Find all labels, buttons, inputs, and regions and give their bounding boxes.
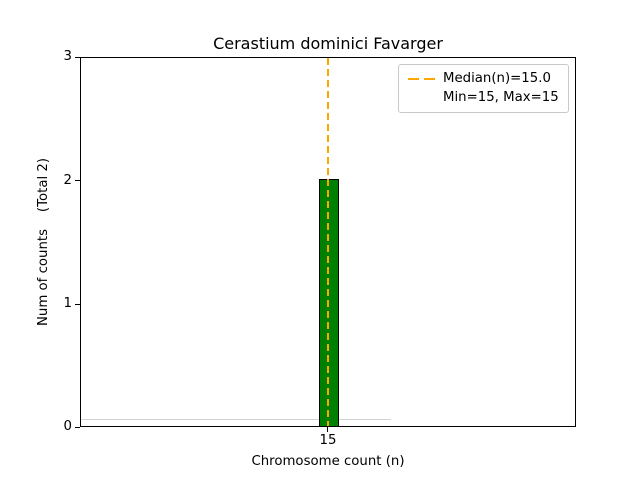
legend-label-minmax: Min=15, Max=15 — [443, 90, 559, 105]
y-axis-label: Num of counts (Total 2) — [36, 157, 51, 327]
legend-label-median: Median(n)=15.0 — [443, 71, 551, 86]
y-tick-label-2: 2 — [63, 173, 72, 188]
median-dashed-line — [327, 58, 329, 426]
median-dash-sample-icon — [408, 77, 435, 80]
legend-row-median: Median(n)=15.0 — [408, 69, 559, 88]
y-tick-label-1: 1 — [63, 296, 72, 311]
y-tick-mark-3 — [75, 57, 80, 58]
x-tick-mark-15 — [327, 427, 328, 432]
y-tick-label-0: 0 — [63, 419, 72, 434]
legend: Median(n)=15.0 Min=15, Max=15 — [398, 64, 569, 113]
zero-baseline-line — [81, 419, 391, 420]
x-tick-label-15: 15 — [319, 433, 337, 448]
plot-area — [80, 57, 576, 427]
legend-row-minmax: Min=15, Max=15 — [408, 88, 559, 107]
chart-title: Cerastium dominici Favarger — [213, 34, 443, 53]
y-tick-mark-0 — [75, 427, 80, 428]
y-tick-mark-2 — [75, 180, 80, 181]
x-axis-label: Chromosome count (n) — [251, 454, 405, 469]
y-tick-label-3: 3 — [63, 49, 72, 64]
y-tick-mark-1 — [75, 304, 80, 305]
bar-chromosome-15 — [319, 179, 339, 426]
